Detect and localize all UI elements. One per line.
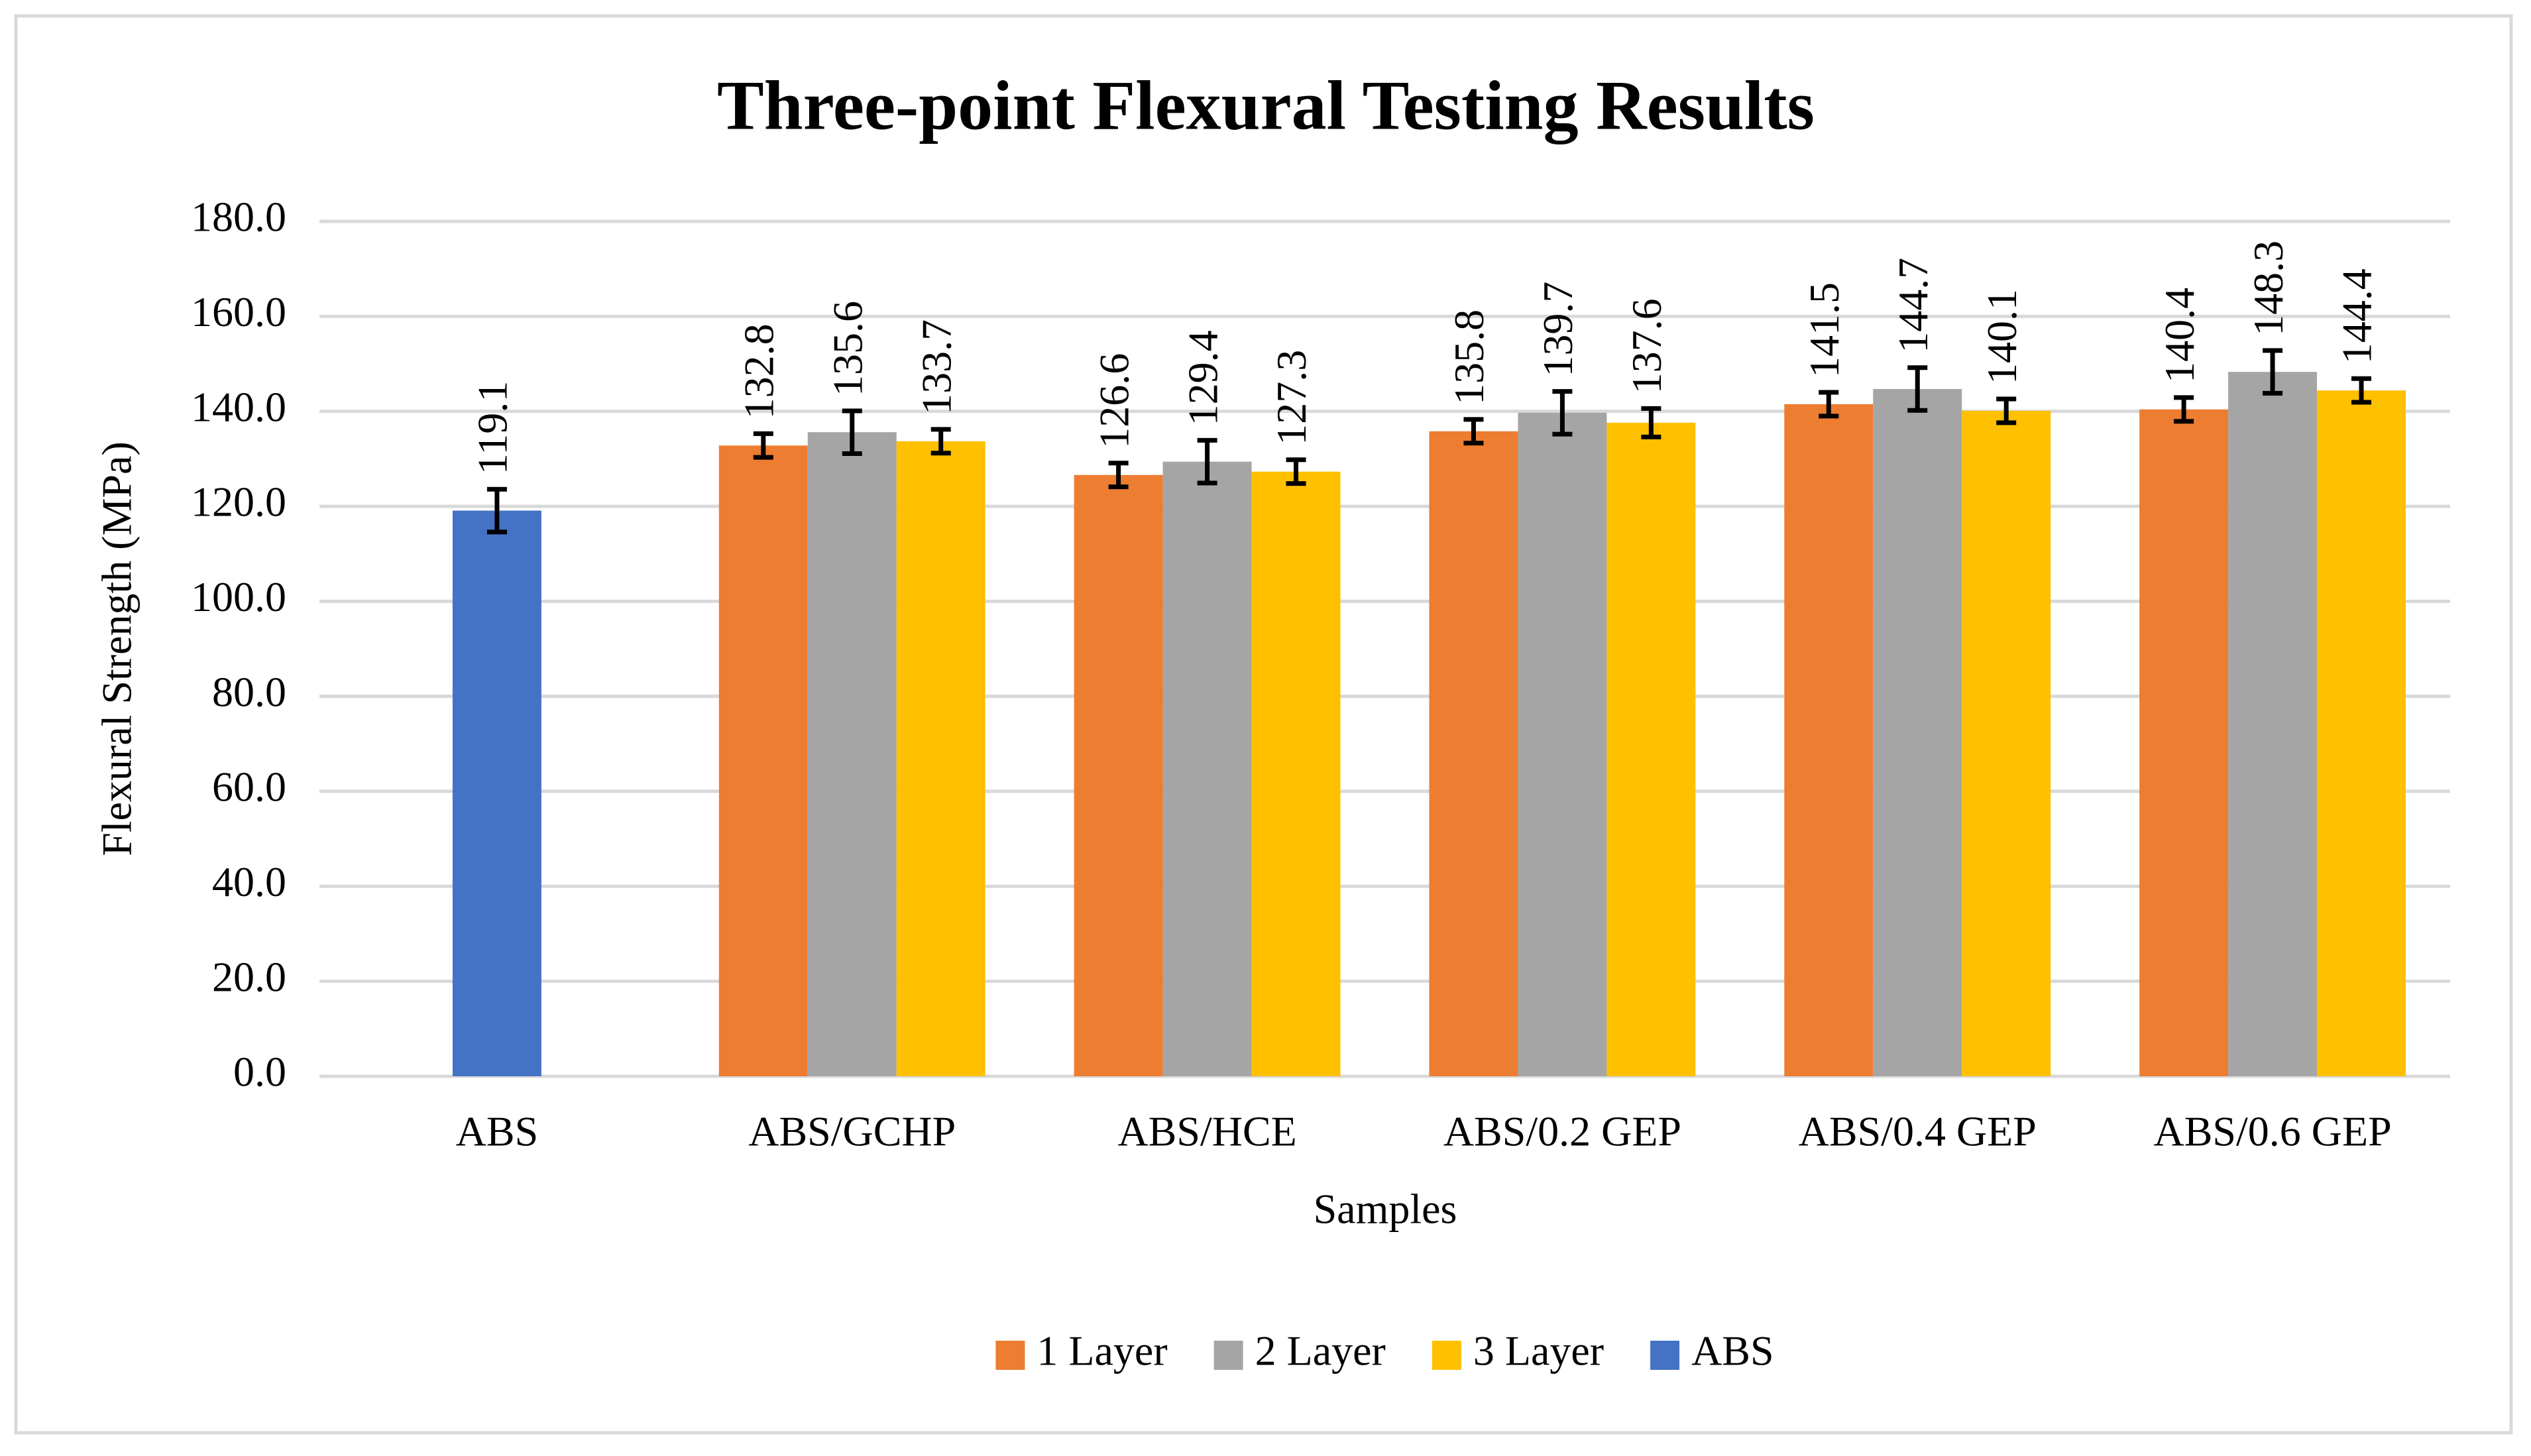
error-bar: [1463, 417, 1484, 446]
data-label: 129.4: [1179, 330, 1226, 425]
data-label: 127.3: [1268, 350, 1315, 445]
error-bar: [1819, 390, 1839, 419]
data-label: 132.8: [735, 323, 782, 419]
y-axis-label: Flexural Strength (MPa): [93, 441, 141, 856]
bar: [2228, 372, 2318, 1076]
legend-label: ABS: [1691, 1327, 1774, 1374]
y-tick-label: 40.0: [212, 858, 286, 905]
data-label: 144.7: [1889, 258, 1937, 353]
bar: [1606, 422, 1696, 1076]
legend-swatch: [1432, 1341, 1461, 1370]
bar: [1873, 388, 1962, 1076]
legend-label: 2 Layer: [1255, 1327, 1386, 1374]
chart-title: Three-point Flexural Testing Results: [717, 66, 1815, 144]
x-axis-label: Samples: [1314, 1186, 1457, 1233]
y-tick-label: 80.0: [212, 668, 286, 715]
bar: [2317, 390, 2406, 1077]
error-bar: [1286, 457, 1306, 486]
x-tick-label: ABS/HCE: [1117, 1108, 1296, 1155]
x-tick-label: ABS/GCHP: [748, 1108, 956, 1155]
data-label: 140.1: [1978, 289, 2025, 384]
bar: [1429, 431, 1518, 1076]
data-label: 133.7: [913, 319, 960, 415]
bar: [718, 445, 808, 1076]
legend-swatch: [1213, 1341, 1243, 1370]
error-bar: [486, 486, 507, 535]
data-label: 135.6: [824, 301, 871, 396]
bar: [452, 510, 541, 1076]
x-tick-label: ABS/0.6 GEP: [2153, 1108, 2391, 1155]
error-bar: [2263, 348, 2283, 396]
y-tick-label: 160.0: [191, 288, 286, 335]
bar: [896, 441, 985, 1076]
bar: [807, 432, 897, 1076]
bar: [1251, 471, 1341, 1076]
error-bar: [1552, 389, 1573, 437]
legend-swatch: [1650, 1341, 1680, 1370]
y-tick-label: 120.0: [191, 478, 286, 526]
error-bar: [1907, 365, 1928, 413]
legend-label: 1 Layer: [1037, 1327, 1167, 1374]
bar: [1518, 412, 1607, 1076]
data-label: 126.6: [1090, 353, 1137, 449]
y-tick-label: 60.0: [212, 763, 286, 811]
data-label: 148.3: [2245, 241, 2292, 336]
x-tick-label: ABS/0.2 GEP: [1443, 1108, 1681, 1155]
data-label: 139.7: [1534, 282, 1581, 377]
data-label: 141.5: [1801, 282, 1848, 378]
error-bar: [1197, 437, 1217, 486]
data-label: 135.8: [1445, 309, 1492, 405]
error-bar: [1641, 406, 1661, 439]
y-tick-label: 0.0: [233, 1048, 286, 1095]
bar: [2139, 409, 2229, 1076]
bar: [1162, 461, 1252, 1076]
data-label: 137.6: [1623, 298, 1670, 394]
data-label: 119.1: [469, 381, 516, 475]
error-bar: [753, 431, 773, 460]
legend-label: 3 Layer: [1473, 1327, 1604, 1374]
x-tick-label: ABS/0.4 GEP: [1799, 1108, 2037, 1155]
x-tick-label: ABS: [456, 1108, 539, 1155]
bar: [1074, 475, 1163, 1076]
y-tick-label: 140.0: [191, 383, 286, 430]
y-tick-label: 20.0: [212, 953, 286, 1000]
error-bar: [930, 427, 951, 456]
error-bar: [1108, 461, 1129, 490]
bar: [1784, 404, 1874, 1076]
error-bar: [1996, 396, 2017, 425]
y-tick-label: 100.0: [191, 573, 286, 620]
y-tick-label: 180.0: [191, 194, 286, 241]
data-label: 144.4: [2334, 268, 2381, 364]
data-label: 140.4: [2156, 288, 2203, 383]
error-bar: [842, 408, 862, 456]
legend-swatch: [995, 1341, 1025, 1370]
error-bar: [2174, 395, 2194, 424]
bar: [1962, 410, 2051, 1076]
error-bar: [2351, 376, 2372, 405]
